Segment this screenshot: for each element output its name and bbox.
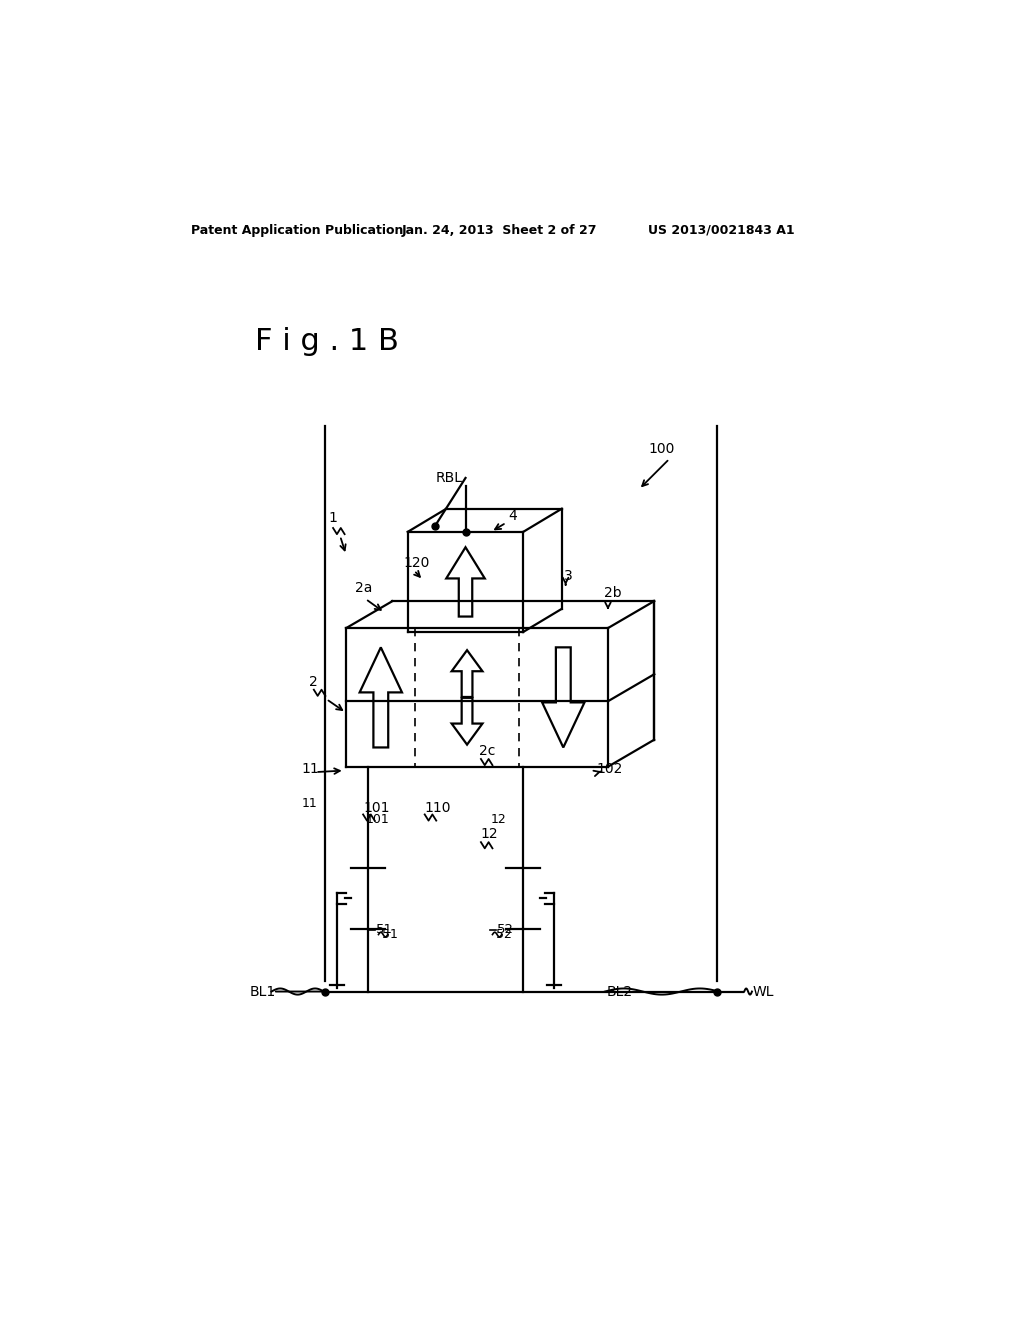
- Polygon shape: [452, 651, 482, 697]
- Text: 101: 101: [364, 800, 389, 814]
- Text: 11: 11: [301, 797, 317, 810]
- Polygon shape: [446, 548, 484, 616]
- Text: F i g . 1 B: F i g . 1 B: [255, 327, 399, 356]
- Text: 1: 1: [329, 511, 337, 525]
- Text: RBL: RBL: [435, 471, 463, 484]
- Text: 2a: 2a: [355, 581, 373, 595]
- Text: 52: 52: [497, 924, 514, 936]
- Text: 4: 4: [508, 510, 517, 524]
- Text: BL1: BL1: [250, 985, 276, 998]
- Text: Patent Application Publication: Patent Application Publication: [190, 223, 403, 236]
- Text: BL2: BL2: [606, 985, 633, 998]
- Text: 11: 11: [301, 762, 319, 776]
- Polygon shape: [359, 647, 402, 747]
- Text: US 2013/0021843 A1: US 2013/0021843 A1: [648, 223, 795, 236]
- Text: 101: 101: [366, 813, 389, 825]
- Polygon shape: [452, 698, 482, 744]
- Text: 2: 2: [309, 675, 317, 689]
- Text: Jan. 24, 2013  Sheet 2 of 27: Jan. 24, 2013 Sheet 2 of 27: [401, 223, 597, 236]
- Text: 51: 51: [382, 928, 398, 941]
- Text: 2c: 2c: [478, 744, 495, 758]
- Text: 12: 12: [481, 828, 499, 841]
- Text: 110: 110: [425, 800, 452, 814]
- Text: 52: 52: [497, 928, 512, 941]
- Text: 12: 12: [490, 813, 507, 825]
- Polygon shape: [542, 647, 585, 747]
- Text: 3: 3: [564, 569, 572, 582]
- Text: 51: 51: [376, 924, 393, 936]
- Text: 102: 102: [596, 762, 623, 776]
- Text: WL: WL: [753, 985, 774, 998]
- Text: 100: 100: [648, 442, 675, 457]
- Text: 2b: 2b: [604, 586, 622, 601]
- Text: 120: 120: [403, 556, 430, 570]
